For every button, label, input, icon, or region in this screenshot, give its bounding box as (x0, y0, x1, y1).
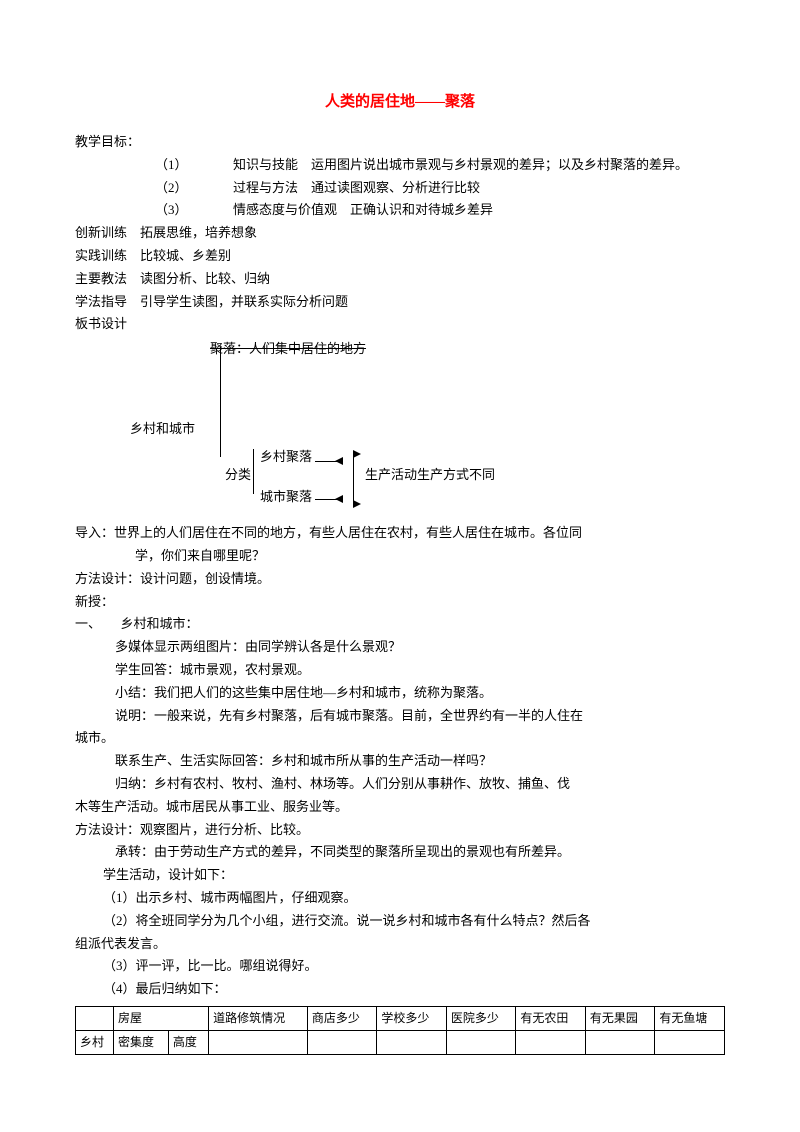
table-row: 房屋 道路修筑情况 商店多少 学校多少 医院多少 有无农田 有无果园 有无鱼塘 (76, 1006, 725, 1030)
table-cell (446, 1030, 516, 1054)
teaching-method: 主要教法 读图分析、比较、归纳 (75, 269, 725, 290)
table-cell (585, 1030, 655, 1054)
diagram-branch-b: 城市聚落 (260, 487, 312, 508)
learning-guide: 学法指导 引导学生读图，并联系实际分析问题 (75, 292, 725, 313)
table-cell (655, 1030, 725, 1054)
method-design-2: 方法设计：观察图片，进行分析、比较。 (75, 820, 725, 841)
step-4: （4）最后归纳如下： (75, 979, 725, 1000)
table-cell: 有无果园 (585, 1006, 655, 1030)
table-cell: 高度 (168, 1030, 208, 1054)
section-1-p4a: 说明：一般来说，先有乡村聚落，后有城市聚落。目前，全世界约有一半的人住在 (75, 706, 725, 727)
comparison-table: 房屋 道路修筑情况 商店多少 学校多少 医院多少 有无农田 有无果园 有无鱼塘 … (75, 1006, 725, 1055)
step-2b: 组派代表发言。 (75, 934, 725, 955)
board-design-label: 板书设计 (75, 314, 725, 335)
table-cell: 房屋 (114, 1006, 209, 1030)
diagram-top-text: 聚落：人们集中居住的地方 (210, 339, 366, 360)
table-row: 乡村 密集度 高度 (76, 1030, 725, 1054)
table-cell: 医院多少 (446, 1006, 516, 1030)
section-1-heading: 一、 乡村和城市： (75, 614, 725, 635)
step-1: （1）出示乡村、城市两幅图片，仔细观察。 (75, 888, 725, 909)
table-cell (307, 1030, 377, 1054)
method-design-1: 方法设计：设计问题，创设情境。 (75, 569, 725, 590)
goals-label: 教学目标： (75, 132, 725, 153)
table-cell (76, 1006, 114, 1030)
table-cell: 有无鱼塘 (655, 1006, 725, 1030)
board-diagram: 聚落：人们集中居住的地方 乡村和城市 分类 乡村聚落 城市聚落 生产活动生产方式… (75, 339, 725, 519)
section-1-p2: 学生回答：城市景观，农村景观。 (75, 660, 725, 681)
step-3: （3）评一评，比一比。哪组说得好。 (75, 956, 725, 977)
table-cell (377, 1030, 447, 1054)
intro-line-2: 学，你们来自哪里呢？ (75, 546, 725, 567)
diagram-branch-a: 乡村聚落 (260, 447, 312, 468)
page-title: 人类的居住地——聚落 (75, 90, 725, 114)
table-cell: 商店多少 (307, 1006, 377, 1030)
diagram-category-text: 分类 (225, 465, 251, 486)
student-activity-label: 学生活动，设计如下： (75, 865, 725, 886)
table-cell (209, 1030, 308, 1054)
table-cell: 有无农田 (516, 1006, 586, 1030)
new-teaching-label: 新授： (75, 592, 725, 613)
intro-line-1: 导入：世界上的人们居住在不同的地方，有些人居住在农村，有些人居住在城市。各位同 (75, 523, 725, 544)
section-1-p5: 联系生产、生活实际回答：乡村和城市所从事的生产活动一样吗？ (75, 751, 725, 772)
section-1-p6b: 木等生产活动。城市居民从事工业、服务业等。 (75, 797, 725, 818)
transition-line: 承转：由于劳动生产方式的差异，不同类型的聚落所呈现出的景观也有所差异。 (75, 842, 725, 863)
step-2a: （2）将全班同学分为几个小组，进行交流。说一说乡村和城市各有什么特点？然后各 (75, 911, 725, 932)
table-cell: 密集度 (114, 1030, 169, 1054)
table-cell: 乡村 (76, 1030, 114, 1054)
table-cell (516, 1030, 586, 1054)
diagram-side-text: 乡村和城市 (130, 419, 195, 440)
practice-training: 实践训练 比较城、乡差别 (75, 246, 725, 267)
table-cell: 道路修筑情况 (209, 1006, 308, 1030)
innovation-training: 创新训练 拓展思维，培养想象 (75, 223, 725, 244)
goal-3: （3） 情感态度与价值观 正确认识和对待城乡差异 (75, 200, 725, 221)
section-1-p1: 多媒体显示两组图片：由同学辨认各是什么景观？ (75, 637, 725, 658)
table-cell: 学校多少 (377, 1006, 447, 1030)
goal-1: （1） 知识与技能 运用图片说出城市景观与乡村景观的差异；以及乡村聚落的差异。 (75, 155, 725, 176)
goal-2: （2） 过程与方法 通过读图观察、分析进行比较 (75, 178, 725, 199)
section-1-p3: 小结：我们把人们的这些集中居住地—乡村和城市，统称为聚落。 (75, 683, 725, 704)
diagram-right-text: 生产活动生产方式不同 (365, 465, 495, 486)
section-1-p6a: 归纳：乡村有农村、牧村、渔村、林场等。人们分别从事耕作、放牧、捕鱼、伐 (75, 774, 725, 795)
section-1-p4b: 城市。 (75, 728, 725, 749)
